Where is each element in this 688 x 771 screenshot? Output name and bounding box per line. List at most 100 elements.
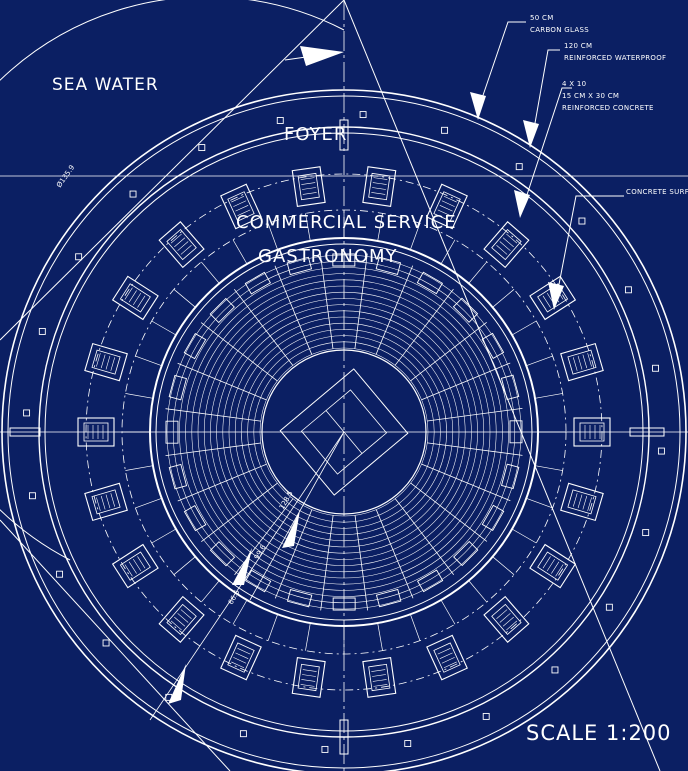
booth-inner [567, 489, 597, 515]
service-booth [158, 221, 205, 269]
perimeter-post [657, 447, 665, 455]
corridor-divider [534, 465, 563, 471]
booth-counter-line [105, 355, 111, 370]
corridor-divider [232, 239, 248, 265]
perimeter-post [578, 217, 586, 225]
vomitory-box [332, 597, 356, 611]
booth-counter-line [587, 353, 592, 367]
vomitory-box [500, 374, 520, 401]
booth-counter-line [137, 295, 146, 308]
booth-outline [529, 275, 577, 321]
carbon-glass-arrow [470, 92, 486, 120]
seating-aisle [274, 509, 313, 599]
service-booth [362, 657, 397, 698]
perimeter-post [642, 529, 650, 537]
service-booth [158, 595, 205, 643]
service-booth [560, 482, 604, 522]
corridor-divider [492, 289, 515, 308]
vomitory-box [286, 588, 313, 608]
perimeter-post [198, 144, 206, 152]
booth-counter-line [133, 558, 142, 572]
corridor-divider [201, 580, 220, 603]
corridor-divider [125, 465, 154, 471]
perimeter-post [624, 286, 632, 294]
vomitory [453, 540, 479, 567]
booth-counter-line [110, 357, 116, 371]
booth-inner [433, 191, 461, 222]
booth-inner [368, 172, 391, 201]
booth-counter-line [572, 357, 578, 371]
corridor-divider [468, 261, 487, 284]
booth-counter-line [302, 669, 317, 672]
booth-outline [529, 543, 577, 589]
seating-aisle [165, 442, 261, 457]
dim-line-2 [149, 431, 345, 721]
booth-counter-line [371, 669, 386, 672]
sea-water-label: SEA WATER [52, 75, 159, 95]
corridor-divider [440, 599, 456, 625]
booth-counter-line [372, 674, 386, 677]
corridor-divider [492, 556, 515, 575]
booth-counter-line [443, 195, 457, 203]
seating-aisle [375, 509, 414, 599]
vomitory [500, 463, 520, 490]
vomitory-box [183, 504, 207, 532]
door-left [9, 427, 41, 437]
perimeter-post [129, 190, 137, 198]
vomitory [375, 588, 402, 608]
corridor-divider [468, 580, 487, 603]
booth-counter-line [439, 205, 453, 212]
booth-counter-line [170, 620, 182, 631]
booth-counter-line [551, 561, 560, 574]
seating-row [228, 316, 460, 548]
service-booth [291, 166, 326, 207]
booth-inner [297, 172, 320, 201]
perimeter-post [276, 117, 284, 124]
door-top [339, 119, 349, 151]
seating-aisle [410, 482, 488, 542]
callout-waterproof-label: REINFORCED WATERPROOF [564, 54, 666, 62]
vomitory-box [183, 332, 207, 360]
corridor-divider [151, 528, 177, 544]
corridor-divider [305, 213, 311, 242]
vomitory [209, 541, 236, 567]
corridor-divider [534, 393, 563, 399]
service-booth [426, 634, 468, 681]
perimeter-post [515, 163, 523, 171]
booth-counter-line [502, 237, 514, 248]
service-booth [291, 657, 326, 698]
booth-counter-line [233, 657, 247, 664]
service-booth [220, 634, 262, 681]
vomitory [481, 332, 505, 360]
booth-counter-line [371, 192, 386, 195]
vomitory-box [244, 569, 272, 593]
corridor-divider [410, 614, 421, 641]
booth-outline [560, 482, 604, 522]
booth-inner [297, 663, 320, 692]
vomitory [244, 271, 272, 295]
booth-outline [158, 221, 205, 269]
vomitory [452, 297, 479, 323]
vomitory [168, 374, 188, 401]
booth-counter-line [373, 177, 388, 180]
seating-row [216, 304, 472, 560]
vomitory [286, 256, 313, 276]
seating-aisle [410, 321, 487, 382]
waterproof-arrow [523, 120, 539, 148]
booth-counter-line [237, 648, 251, 655]
vomitory-box [416, 569, 444, 593]
service-booth [483, 221, 530, 269]
booth-outline [362, 657, 397, 698]
booth-counter-line [496, 609, 508, 619]
carbon-glass-leader [477, 21, 526, 111]
corridor-divider [305, 622, 311, 651]
vomitory-box [452, 297, 479, 323]
radial-dividers [122, 210, 566, 654]
corridor-divider [232, 599, 248, 625]
booth-counter-line [100, 354, 106, 369]
booth-counter-line [372, 679, 387, 682]
court-ring [261, 349, 427, 515]
booth-counter-line [437, 209, 451, 216]
perimeter-post [29, 492, 36, 500]
